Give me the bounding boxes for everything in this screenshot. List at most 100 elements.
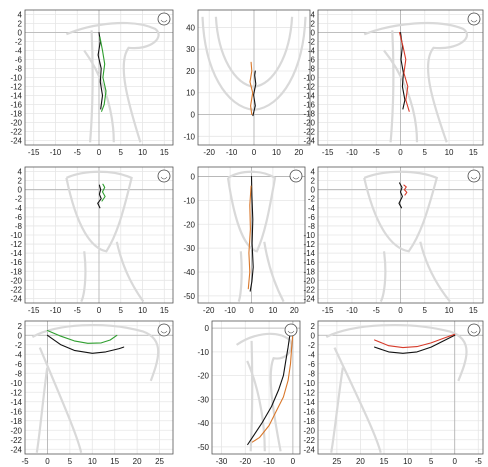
- outline-path: [383, 49, 419, 143]
- chart-panel-9: 25 20 15 10 5 0 -520-2-4-6-8-10-12-14-16-18-20…: [303, 320, 484, 466]
- head-icon: [157, 323, 171, 337]
- y-tick-label: 0: [18, 186, 23, 195]
- outline-path: [115, 241, 145, 303]
- y-tick-label: -22: [10, 128, 22, 137]
- x-tick-label: 10: [138, 306, 147, 315]
- y-tick-label: 2: [18, 322, 23, 331]
- y-tick-label: -20: [303, 276, 315, 285]
- outline-path: [363, 21, 469, 143]
- anatomy-outline: [65, 21, 160, 143]
- series-line-black: [398, 182, 403, 209]
- y-tick-label: -20: [303, 119, 315, 128]
- y-tick-label: 0: [311, 186, 316, 195]
- y-tick-label: -18: [303, 110, 315, 119]
- plot-frame: [317, 320, 484, 455]
- y-tick-label: -24: [10, 445, 22, 454]
- y-tick-label: -10: [303, 379, 315, 388]
- outline-path: [363, 170, 439, 253]
- series-line-orange: [247, 185, 252, 290]
- head-icon: [467, 12, 481, 26]
- x-tick-label: 10: [445, 306, 454, 315]
- y-tick-label: -6: [15, 360, 23, 369]
- x-tick-label: -5: [475, 457, 483, 466]
- y-tick-label: -16: [10, 101, 22, 110]
- head-icon-circle: [289, 169, 303, 183]
- series-line-black: [252, 70, 257, 117]
- y-tick-label: 0: [18, 331, 23, 340]
- y-tick-label: -14: [303, 249, 315, 258]
- series-line-black: [247, 329, 292, 446]
- x-tick-label: 5: [423, 148, 428, 157]
- y-tick-label: -16: [303, 101, 315, 110]
- x-tick-label: 10: [268, 306, 277, 315]
- x-tick-label: -10: [50, 306, 62, 315]
- y-tick-label: -18: [10, 417, 22, 426]
- y-tick-label: -10: [10, 379, 22, 388]
- x-tick-label: -15: [322, 148, 334, 157]
- y-tick-label: -40: [183, 268, 195, 277]
- x-tick-label: -10: [224, 306, 236, 315]
- series-line-black: [46, 334, 125, 354]
- y-tick-label: -22: [303, 285, 315, 294]
- head-icon-face: [292, 176, 300, 180]
- y-tick-label: 20: [186, 67, 195, 76]
- y-tick-label: -12: [10, 388, 22, 397]
- x-tick-label: 10: [88, 457, 97, 466]
- y-tick-label: -10: [197, 348, 209, 357]
- head-icon-circle: [467, 12, 481, 26]
- series-line-orange: [251, 332, 294, 443]
- y-tick-label: -6: [308, 213, 316, 222]
- y-tick-label: -2: [15, 38, 23, 47]
- y-tick-label: -40: [197, 419, 209, 428]
- head-icon: [157, 12, 171, 26]
- y-tick-label: -20: [10, 119, 22, 128]
- y-tick-label: -12: [10, 83, 22, 92]
- y-tick-label: -24: [10, 294, 22, 303]
- y-tick-label: -20: [10, 276, 22, 285]
- x-tick-label: 0: [398, 148, 403, 157]
- y-tick-label: -4: [308, 47, 316, 56]
- y-tick-label: 0: [191, 173, 196, 182]
- y-tick-label: -16: [303, 407, 315, 416]
- y-tick-label: -4: [308, 350, 316, 359]
- head-icon: [467, 169, 481, 183]
- x-tick-label: -20: [203, 148, 215, 157]
- x-tick-label: 15: [110, 457, 119, 466]
- outline-path: [31, 324, 160, 382]
- outline-path: [214, 16, 294, 89]
- y-tick-label: 0: [18, 29, 23, 38]
- y-tick-label: -24: [303, 445, 315, 454]
- series-line-red: [374, 333, 456, 349]
- chart-panel-2: -20 -10 0 10 20 40 30 20 10 0 -10: [183, 9, 311, 157]
- y-tick-label: -2: [308, 195, 316, 204]
- chart-panel-5: -20 -10 0 10 20 0 -10 -20 -30 -40 -50: [183, 166, 306, 315]
- y-tick-label: -2: [15, 341, 23, 350]
- outline-path: [65, 170, 133, 253]
- outline-path: [419, 241, 451, 303]
- outline-path: [389, 30, 395, 143]
- x-tick-label: -30: [216, 457, 228, 466]
- series-line-green: [101, 183, 106, 202]
- y-tick-label: -50: [183, 292, 195, 301]
- x-tick-label: -15: [322, 306, 334, 315]
- head-icon-circle: [157, 323, 171, 337]
- y-tick-label: -10: [183, 132, 195, 141]
- head-icon-face: [287, 330, 295, 334]
- y-tick-label: 0: [311, 331, 316, 340]
- y-tick-label: -24: [303, 137, 315, 146]
- chart-panel-7: -5 0 5 10 15 20 2520-2-4-6-8-10-12-14-16-18-20…: [10, 320, 174, 466]
- y-tick-label: -22: [10, 285, 22, 294]
- series-line-green: [99, 36, 107, 112]
- y-tick-label: -14: [10, 249, 22, 258]
- anatomy-outline: [325, 323, 468, 453]
- y-tick-label: -20: [197, 372, 209, 381]
- x-tick-label: -20: [240, 457, 252, 466]
- outline-path: [65, 21, 160, 143]
- y-tick-label: -18: [10, 267, 22, 276]
- x-tick-label: 5: [429, 457, 434, 466]
- y-tick-label: -4: [308, 204, 316, 213]
- y-tick-label: -8: [15, 222, 23, 231]
- x-tick-label: 20: [133, 457, 142, 466]
- y-tick-label: -10: [10, 231, 22, 240]
- series-line-red: [398, 31, 410, 112]
